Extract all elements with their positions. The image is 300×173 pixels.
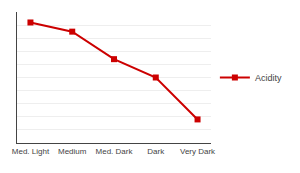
svg-text:Medium: Medium — [58, 147, 87, 156]
svg-text:Med. Dark: Med. Dark — [96, 147, 134, 156]
svg-text:Dark: Dark — [147, 147, 165, 156]
svg-text:Acidity: Acidity — [255, 73, 282, 83]
svg-text:Med. Light: Med. Light — [12, 147, 50, 156]
svg-text:Very Dark: Very Dark — [180, 147, 216, 156]
